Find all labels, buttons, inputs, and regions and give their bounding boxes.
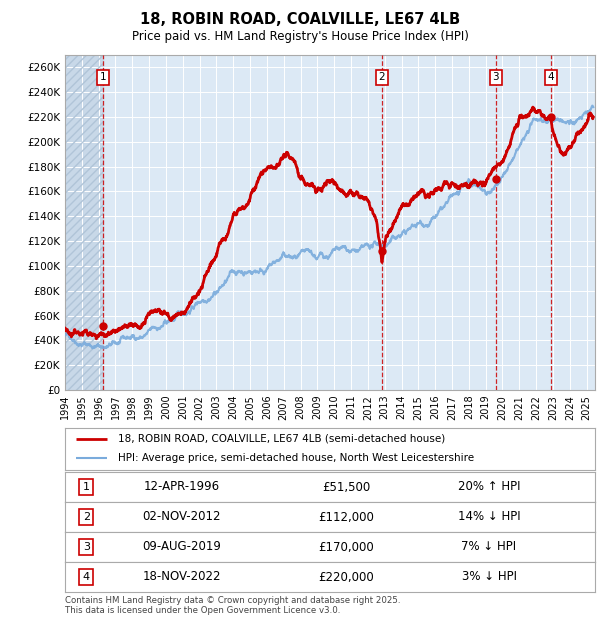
Text: 09-AUG-2019: 09-AUG-2019 (142, 541, 221, 554)
Text: 4: 4 (548, 73, 554, 82)
Text: 18-NOV-2022: 18-NOV-2022 (142, 570, 221, 583)
Text: 4: 4 (83, 572, 90, 582)
Text: 1: 1 (100, 73, 107, 82)
Text: 3% ↓ HPI: 3% ↓ HPI (461, 570, 517, 583)
Text: £112,000: £112,000 (318, 510, 374, 523)
Text: 3: 3 (493, 73, 499, 82)
Text: 7% ↓ HPI: 7% ↓ HPI (461, 541, 517, 554)
Text: 2: 2 (379, 73, 385, 82)
Text: 12-APR-1996: 12-APR-1996 (143, 480, 220, 494)
Text: 18, ROBIN ROAD, COALVILLE, LE67 4LB (semi-detached house): 18, ROBIN ROAD, COALVILLE, LE67 4LB (sem… (118, 433, 445, 443)
Text: £51,500: £51,500 (322, 480, 370, 494)
Text: 02-NOV-2012: 02-NOV-2012 (142, 510, 221, 523)
Text: Contains HM Land Registry data © Crown copyright and database right 2025.
This d: Contains HM Land Registry data © Crown c… (65, 596, 401, 616)
Text: £170,000: £170,000 (318, 541, 374, 554)
Text: 20% ↑ HPI: 20% ↑ HPI (458, 480, 520, 494)
Text: HPI: Average price, semi-detached house, North West Leicestershire: HPI: Average price, semi-detached house,… (118, 453, 474, 463)
Text: 14% ↓ HPI: 14% ↓ HPI (458, 510, 520, 523)
Bar (65, 55, 103, 390)
Text: £220,000: £220,000 (318, 570, 374, 583)
Text: Price paid vs. HM Land Registry's House Price Index (HPI): Price paid vs. HM Land Registry's House … (131, 30, 469, 43)
Text: 18, ROBIN ROAD, COALVILLE, LE67 4LB: 18, ROBIN ROAD, COALVILLE, LE67 4LB (140, 12, 460, 27)
Text: 3: 3 (83, 542, 90, 552)
Text: 2: 2 (83, 512, 90, 522)
Bar (65, 55, 103, 390)
Text: 1: 1 (83, 482, 90, 492)
